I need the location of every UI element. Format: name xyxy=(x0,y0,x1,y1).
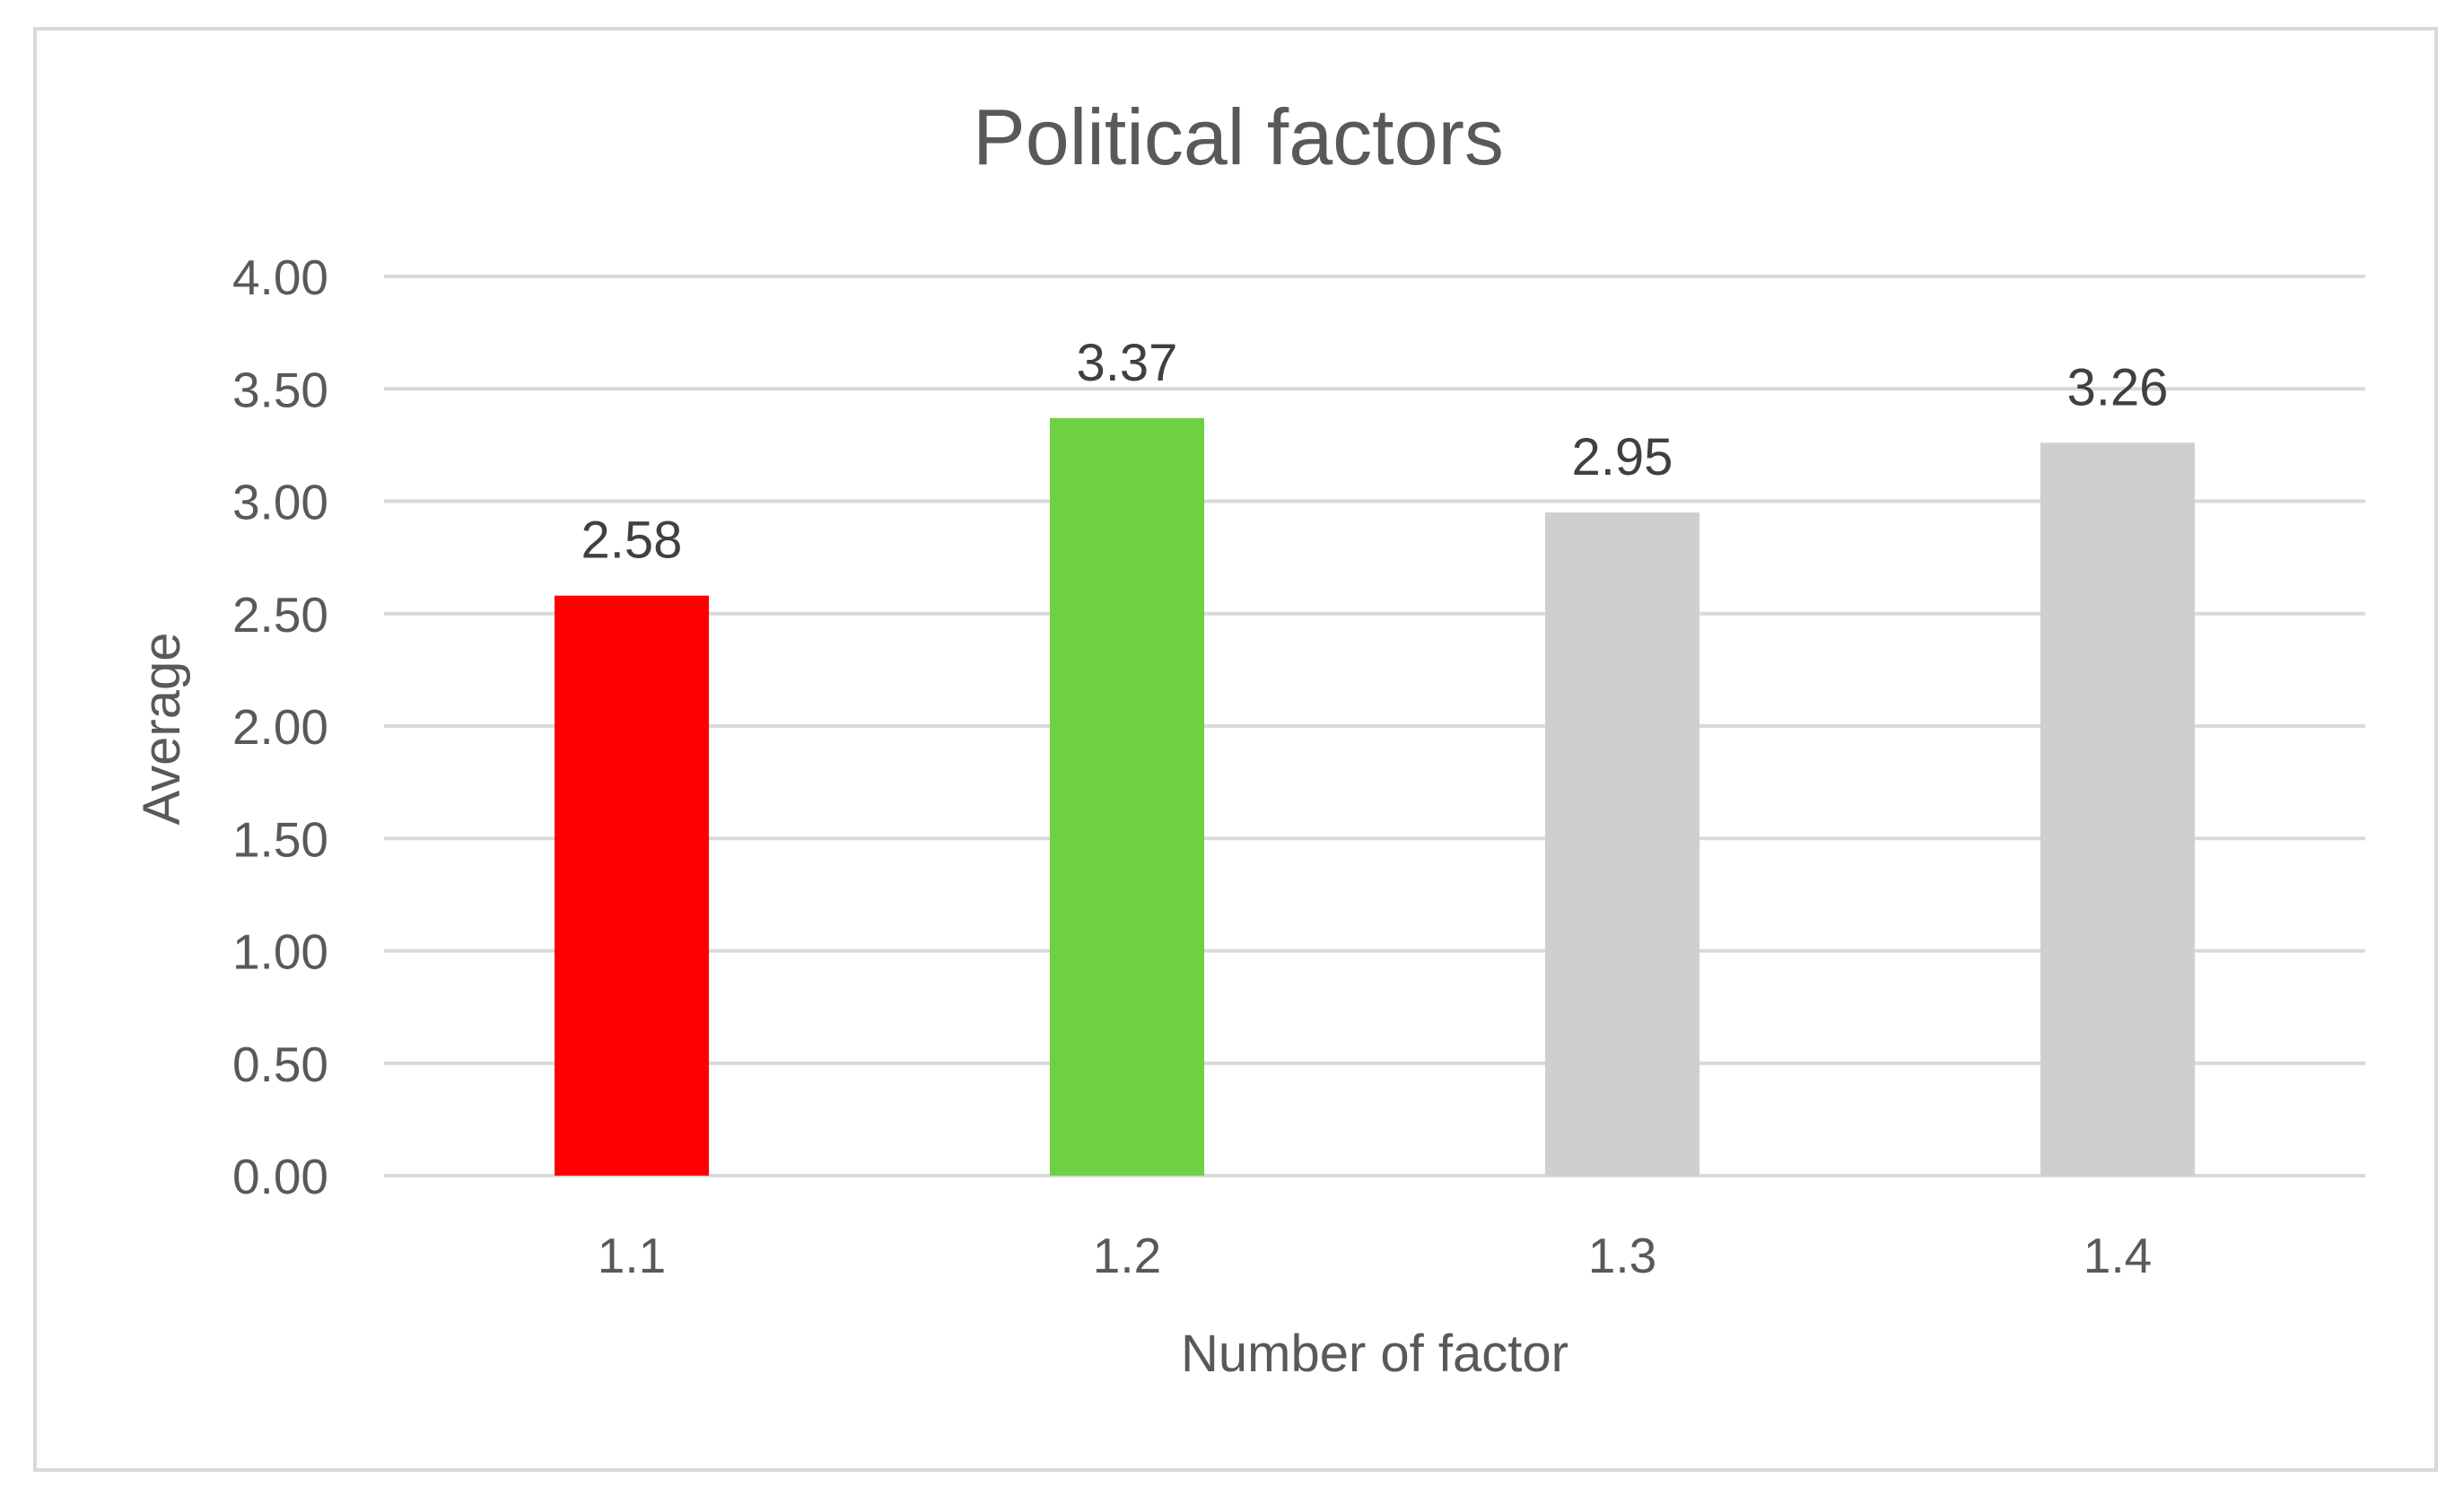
chart-title: Political factors xyxy=(973,92,1504,181)
bars xyxy=(555,417,2195,1176)
y-tick-label: 3.00 xyxy=(232,475,328,530)
bar-1-4 xyxy=(2040,442,2195,1176)
gridlines xyxy=(384,275,2365,1177)
bar-1-1 xyxy=(555,595,709,1176)
y-tick-label: 0.50 xyxy=(232,1037,328,1092)
x-tick-label: 1.3 xyxy=(1588,1228,1656,1283)
data-label: 2.58 xyxy=(581,512,683,570)
chart-frame xyxy=(33,27,2438,1472)
y-tick-label: 1.00 xyxy=(232,924,328,980)
data-label: 2.95 xyxy=(1572,428,1673,486)
x-axis-label: Number of factor xyxy=(1181,1325,1568,1383)
x-tick-label: 1.1 xyxy=(598,1228,666,1283)
bar-1-2 xyxy=(1050,417,1204,1176)
bar-1-3 xyxy=(1545,512,1699,1176)
data-labels: 2.58 3.37 2.95 3.26 xyxy=(581,334,2169,570)
y-tick-label: 2.00 xyxy=(232,699,328,755)
y-tick-label: 2.50 xyxy=(232,587,328,643)
x-axis-ticks: 1.1 1.2 1.3 1.4 xyxy=(598,1228,2152,1283)
y-tick-label: 1.50 xyxy=(232,811,328,867)
y-tick-label: 0.00 xyxy=(232,1149,328,1204)
y-axis-label: Average xyxy=(133,633,191,826)
y-tick-label: 4.00 xyxy=(232,249,328,305)
x-tick-label: 1.4 xyxy=(2084,1228,2152,1283)
y-tick-label: 3.50 xyxy=(232,362,328,417)
x-tick-label: 1.2 xyxy=(1093,1228,1161,1283)
data-label: 3.26 xyxy=(2067,358,2169,416)
y-axis-ticks: 0.00 0.50 1.00 1.50 2.00 2.50 3.00 3.50 4.00 xyxy=(232,249,328,1204)
data-label: 3.37 xyxy=(1077,334,1178,392)
